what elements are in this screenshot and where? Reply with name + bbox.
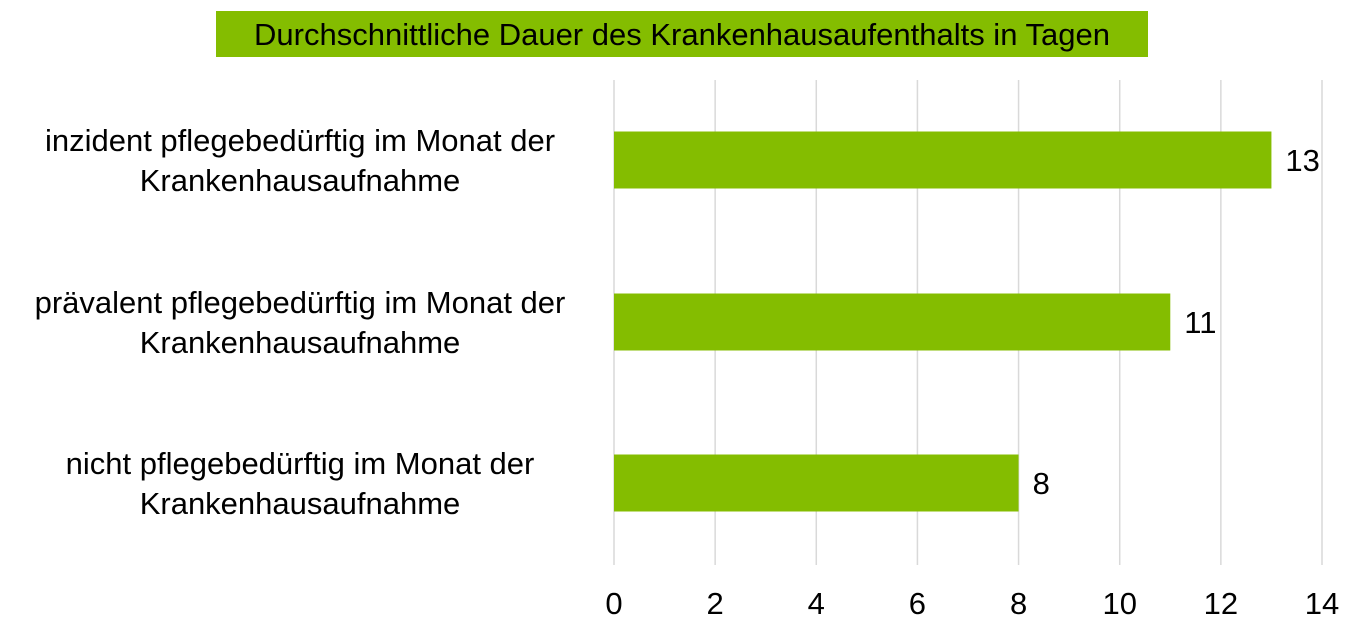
x-tick-label: 10	[1102, 586, 1136, 621]
x-tick-label: 12	[1204, 586, 1238, 621]
bar	[614, 293, 1171, 351]
chart-title-background	[216, 11, 1148, 57]
x-tick-label: 4	[808, 586, 825, 621]
x-axis-tick-labels: 0 2 4 6 8 10 12 14	[605, 586, 1339, 621]
category-labels: inzident pflegebedürftig im Monat der Kra…	[35, 123, 566, 521]
category-label-line: Krankenhausaufnahme	[140, 163, 461, 198]
data-label: 8	[1033, 466, 1050, 501]
bars	[614, 131, 1272, 512]
category-label-line: Krankenhausaufnahme	[140, 486, 461, 521]
category-label-line: inzident pflegebedürftig im Monat der	[45, 123, 555, 158]
data-labels: 13 11 8	[1033, 143, 1320, 501]
data-label: 13	[1285, 143, 1319, 178]
x-tick-label: 8	[1010, 586, 1027, 621]
bar	[614, 131, 1272, 189]
chart-title-group: Durchschnittliche Dauer des Krankenhausa…	[216, 11, 1148, 57]
data-label: 11	[1184, 305, 1216, 340]
chart-title: Durchschnittliche Dauer des Krankenhausa…	[254, 17, 1110, 52]
category-label-line: prävalent pflegebedürftig im Monat der	[35, 285, 566, 320]
category-label: nicht pflegebedürftig im Monat der Kranke…	[66, 446, 535, 521]
category-label: inzident pflegebedürftig im Monat der Kra…	[45, 123, 555, 198]
x-tick-label: 6	[909, 586, 926, 621]
category-label-line: Krankenhausaufnahme	[140, 325, 461, 360]
x-tick-label: 0	[605, 586, 622, 621]
x-tick-label: 2	[707, 586, 724, 621]
category-label: prävalent pflegebedürftig im Monat der Kr…	[35, 285, 566, 360]
category-label-line: nicht pflegebedürftig im Monat der	[66, 446, 535, 481]
x-tick-label: 14	[1305, 586, 1339, 621]
bar	[614, 454, 1019, 512]
